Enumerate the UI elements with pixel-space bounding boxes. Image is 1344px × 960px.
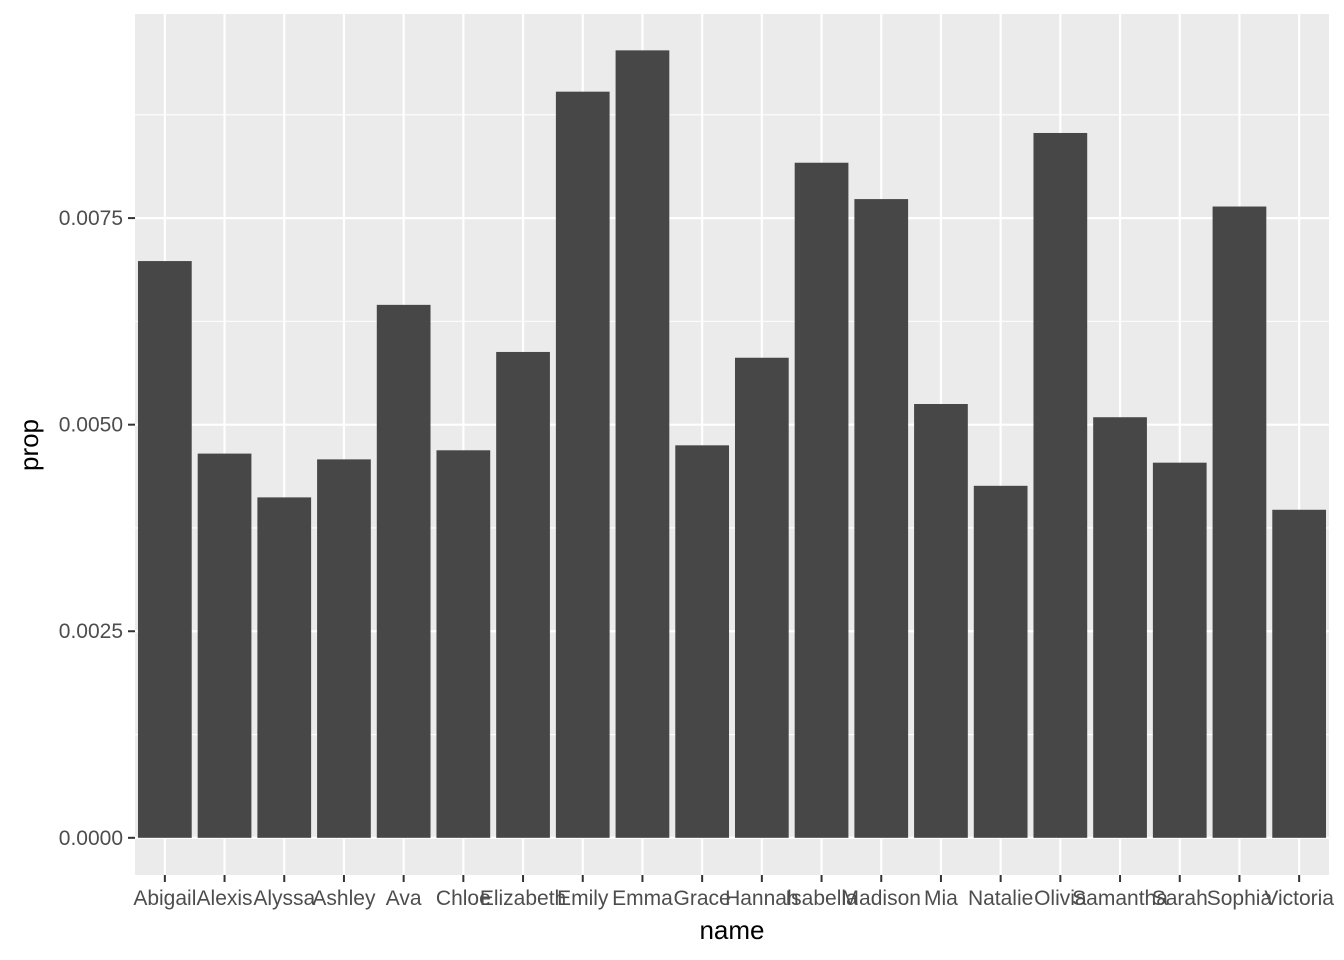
x-tick-label: Alyssa xyxy=(253,887,315,910)
bar-ashley xyxy=(317,459,371,838)
bar-hannah xyxy=(734,357,789,838)
x-tick-label: Victoria xyxy=(1264,887,1334,910)
x-tick-label: Olivia xyxy=(1034,887,1087,910)
x-tick-label: Sarah xyxy=(1152,887,1208,910)
bar-sophia xyxy=(1212,206,1267,838)
x-tick-label: Emma xyxy=(612,887,673,910)
bar-natalie xyxy=(973,485,1028,838)
x-tick-label: Hannah xyxy=(725,887,799,910)
y-tick-label: 0.0050 xyxy=(59,414,123,437)
y-axis: 0.0000 0.0025 0.0050 0.0075 xyxy=(59,207,135,850)
bar-emma xyxy=(615,50,670,838)
bar-ava xyxy=(376,304,431,838)
y-axis-title: prop xyxy=(14,419,44,471)
bar-alexis xyxy=(197,453,252,838)
x-tick-label: Madison xyxy=(842,887,921,910)
bar-sarah xyxy=(1152,462,1207,838)
x-axis-title: name xyxy=(699,915,764,945)
plot-panel xyxy=(135,14,1329,875)
bar-grace xyxy=(675,445,730,838)
bar-abigail xyxy=(137,261,192,838)
bar-madison xyxy=(854,199,909,838)
x-tick-label: Emily xyxy=(557,887,609,910)
bar-isabella xyxy=(794,162,849,838)
x-tick-label: Alexis xyxy=(197,887,253,910)
x-tick-label: Isabella xyxy=(785,887,858,910)
bar-alyssa xyxy=(257,497,312,838)
bar-olivia xyxy=(1033,132,1088,838)
bar-samantha xyxy=(1093,417,1147,838)
bar-chloe xyxy=(436,450,491,838)
bar-mia xyxy=(914,404,968,838)
x-tick-label: Sophia xyxy=(1207,887,1273,910)
x-tick-label: Ashley xyxy=(312,887,376,910)
x-tick-label: Grace xyxy=(674,887,731,910)
bar-emily xyxy=(555,91,610,838)
y-tick-label: 0.0025 xyxy=(59,620,123,643)
x-tick-label: Mia xyxy=(924,887,958,910)
y-tick-label: 0.0075 xyxy=(59,207,123,230)
x-tick-label: Chloe xyxy=(436,887,491,910)
x-tick-label: Elizabeth xyxy=(480,887,566,910)
bars xyxy=(137,50,1327,838)
x-tick-label: Samantha xyxy=(1072,887,1168,910)
x-tick-label: Ava xyxy=(386,887,422,910)
bar-victoria xyxy=(1272,509,1327,838)
bar-elizabeth xyxy=(496,351,550,838)
x-tick-label: Abigail xyxy=(133,887,196,910)
y-tick-label: 0.0000 xyxy=(59,827,123,850)
x-tick-label: Natalie xyxy=(968,887,1033,910)
